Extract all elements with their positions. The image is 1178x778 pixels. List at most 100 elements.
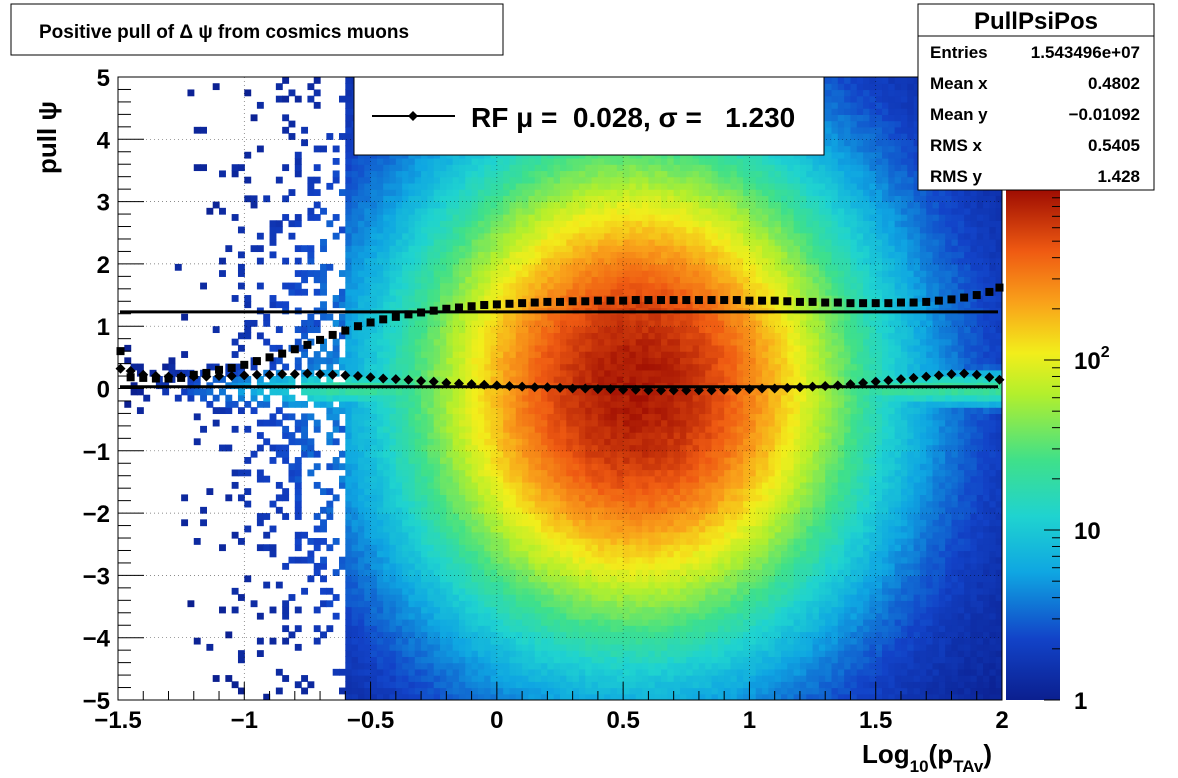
heatmap-cell <box>452 600 460 608</box>
heatmap-cell <box>376 195 384 203</box>
heatmap-cell <box>351 357 359 365</box>
heatmap-cell <box>427 232 435 240</box>
heatmap-cell <box>547 245 555 253</box>
heatmap-cell <box>446 351 454 358</box>
heatmap-cell <box>471 562 479 570</box>
heatmap-cell <box>465 438 473 446</box>
heatmap-cell <box>585 544 593 552</box>
heatmap-cell <box>414 326 422 334</box>
heatmap-cell <box>231 164 239 172</box>
heatmap-cell <box>275 419 283 427</box>
heatmap-cell <box>591 513 599 520</box>
heatmap-cell <box>616 687 624 695</box>
heatmap-cell <box>509 400 517 408</box>
heatmap-cell <box>515 313 523 321</box>
heatmap-cell <box>490 494 498 502</box>
heatmap-cell <box>610 637 618 645</box>
heatmap-cell <box>364 295 372 302</box>
heatmap-cell <box>395 562 403 570</box>
heatmap-cell <box>427 195 435 203</box>
heatmap-cell <box>421 587 428 595</box>
heatmap-cell <box>604 569 612 576</box>
heatmap-cell <box>616 650 624 657</box>
heatmap-cell <box>503 612 511 620</box>
heatmap-cell <box>187 600 195 608</box>
heatmap-cell <box>370 351 378 358</box>
heatmap-cell <box>370 326 378 334</box>
heatmap-cell <box>585 432 593 439</box>
heatmap-cell <box>591 419 599 427</box>
heatmap-cell <box>414 438 422 446</box>
heatmap-cell <box>275 388 283 396</box>
heatmap-cell <box>528 457 536 464</box>
heatmap-cell <box>585 425 593 433</box>
heatmap-cell <box>446 263 454 271</box>
heatmap-cell <box>421 257 428 265</box>
heatmap-cell <box>591 189 599 196</box>
heatmap-cell <box>130 363 138 371</box>
heatmap-cell <box>389 619 397 626</box>
heatmap-cell <box>427 450 435 458</box>
heatmap-cell <box>509 562 517 570</box>
heatmap-cell <box>553 282 561 290</box>
heatmap-cell <box>357 481 365 489</box>
heatmap-cell <box>560 357 567 365</box>
heatmap-cell <box>560 463 567 471</box>
heatmap-cell <box>604 182 612 190</box>
heatmap-cell <box>515 164 523 172</box>
heatmap-cell <box>231 369 239 377</box>
heatmap-cell <box>395 257 403 265</box>
heatmap-cell <box>402 681 410 689</box>
heatmap-cell <box>572 176 580 184</box>
heatmap-cell <box>364 675 372 682</box>
heatmap-cell <box>288 438 296 446</box>
heatmap-cell <box>263 438 271 446</box>
heatmap-cell <box>585 407 593 415</box>
heatmap-cell <box>471 581 479 589</box>
heatmap-cell <box>458 600 466 608</box>
heatmap-cell <box>547 643 555 651</box>
heatmap-cell <box>522 357 530 365</box>
heatmap-cell <box>515 531 523 539</box>
heatmap-cell <box>496 195 504 203</box>
heatmap-cell <box>389 450 397 458</box>
heatmap-cell <box>414 282 422 290</box>
heatmap-cell <box>433 687 441 695</box>
heatmap-cell <box>496 681 504 689</box>
heatmap-cell <box>370 463 378 471</box>
heatmap-cell <box>389 693 397 700</box>
heatmap-cell <box>604 693 612 700</box>
heatmap-cell <box>433 400 441 408</box>
heatmap-cell <box>496 556 504 564</box>
heatmap-cell <box>370 338 378 346</box>
heatmap-cell <box>490 631 498 639</box>
heatmap-cell <box>623 575 631 583</box>
heatmap-cell <box>560 425 567 433</box>
heatmap-cell <box>364 425 372 433</box>
heatmap-cell <box>490 544 498 552</box>
heatmap-cell <box>389 388 397 396</box>
heatmap-cell <box>560 369 567 377</box>
heatmap-cell <box>471 469 479 477</box>
heatmap-cell <box>471 544 479 552</box>
heatmap-cell <box>433 201 441 209</box>
heatmap-cell <box>383 575 391 583</box>
heatmap-cell <box>364 594 372 601</box>
heatmap-cell <box>547 513 555 520</box>
heatmap-cell <box>465 662 473 670</box>
heatmap-cell <box>541 569 548 576</box>
heatmap-cell <box>515 407 523 415</box>
heatmap-cell <box>509 631 517 639</box>
heatmap-cell <box>566 207 574 215</box>
heatmap-cell <box>326 506 334 514</box>
heatmap-cell <box>376 176 384 184</box>
heatmap-cell <box>471 245 479 253</box>
heatmap-cell <box>534 226 542 234</box>
heatmap-cell <box>351 263 359 271</box>
heatmap-cell <box>522 238 530 246</box>
heatmap-cell <box>597 562 605 570</box>
heatmap-cell <box>376 612 384 620</box>
heatmap-cell <box>616 276 624 284</box>
heatmap-cell <box>458 232 466 240</box>
heatmap-cell <box>604 319 612 327</box>
